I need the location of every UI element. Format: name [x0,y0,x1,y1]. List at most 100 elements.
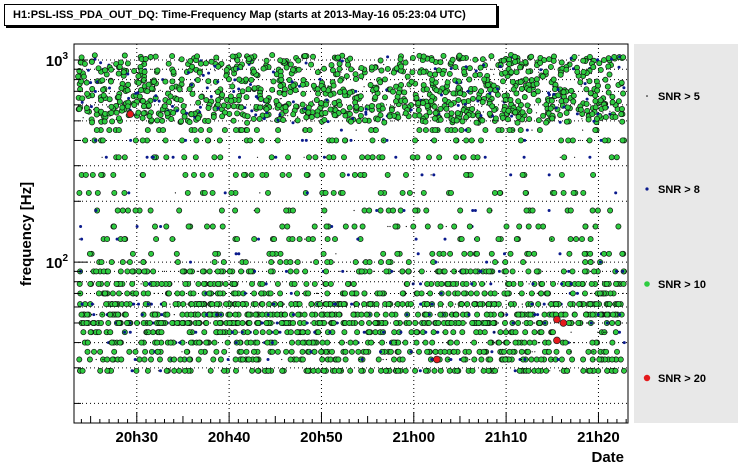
point-snr-8 [536,313,540,317]
point-snr-5 [215,113,217,115]
point-snr-10 [178,56,185,63]
point-snr-10 [142,348,149,355]
point-snr-8 [617,65,621,69]
point-snr-10 [256,115,263,122]
point-snr-10 [483,311,490,318]
point-snr-10 [207,280,214,287]
point-snr-10 [263,57,270,64]
point-snr-10 [448,101,455,108]
point-snr-8 [596,313,600,317]
point-snr-8 [382,330,385,334]
point-snr-10 [135,109,142,116]
point-snr-10 [111,189,118,196]
point-snr-10 [352,259,359,266]
point-snr-5 [588,67,590,69]
point-snr-10 [582,259,589,266]
point-snr-20 [553,336,561,345]
point-snr-10 [316,320,323,326]
point-snr-8 [588,155,592,159]
point-snr-8 [198,105,202,109]
point-snr-10 [300,90,307,97]
point-snr-8 [207,71,211,75]
point-snr-10 [330,82,337,89]
point-snr-10 [239,356,246,363]
point-snr-8 [325,98,329,102]
point-snr-5 [491,209,493,212]
point-snr-10 [455,84,462,91]
point-snr-10 [133,290,140,297]
point-snr-10 [283,64,290,71]
point-snr-8 [375,209,379,212]
point-snr-10 [496,189,503,196]
point-snr-10 [480,367,487,374]
point-snr-10 [184,189,191,196]
point-snr-8 [123,330,127,334]
point-snr-10 [252,301,259,308]
point-snr-10 [308,61,315,68]
point-snr-10 [205,118,212,124]
point-snr-10 [98,320,104,326]
point-snr-10 [460,154,467,161]
point-snr-10 [563,66,570,73]
point-snr-5 [499,70,501,72]
point-snr-10 [543,119,550,126]
point-snr-8 [474,69,478,73]
point-snr-5 [393,303,395,305]
point-snr-10 [466,65,473,72]
point-snr-10 [196,301,203,308]
point-snr-5 [409,88,411,90]
point-snr-10 [89,119,95,126]
point-snr-8 [464,128,468,132]
point-snr-10 [363,348,370,355]
point-snr-10 [461,250,468,257]
point-snr-10 [615,301,622,308]
point-snr-10 [609,320,616,326]
point-snr-8 [531,282,535,286]
point-snr-8 [137,302,140,306]
point-snr-10 [142,280,149,287]
point-snr-10 [342,223,349,230]
point-snr-10 [145,102,152,109]
point-snr-10 [491,189,498,196]
point-snr-5 [507,303,510,305]
point-snr-10 [330,320,337,326]
point-snr-10 [148,85,155,92]
point-snr-5 [317,292,319,294]
point-snr-10 [455,320,462,326]
point-snr-10 [269,52,276,59]
point-snr-10 [311,223,318,230]
point-snr-8 [598,260,602,264]
point-snr-8 [236,67,240,71]
point-snr-8 [385,138,389,142]
point-snr-10 [249,367,256,374]
point-snr-10 [164,311,171,318]
point-snr-10 [85,189,92,196]
point-snr-10 [393,98,399,105]
point-snr-10 [428,98,435,105]
point-snr-10 [366,320,373,326]
point-snr-10 [522,189,529,196]
point-snr-10 [567,236,574,243]
point-snr-8 [360,358,364,361]
point-snr-5 [590,72,592,75]
point-snr-10 [583,86,590,93]
point-snr-10 [597,66,604,73]
point-snr-8 [189,260,192,264]
point-snr-8 [399,330,403,334]
point-snr-10 [495,127,502,134]
point-snr-10 [289,339,295,346]
point-snr-10 [355,348,362,355]
point-snr-10 [377,112,384,119]
point-snr-8 [132,302,136,306]
point-snr-5 [151,68,153,70]
point-snr-8 [621,269,625,273]
point-snr-5 [214,70,216,72]
point-snr-10 [157,356,163,363]
point-snr-5 [476,109,478,111]
point-snr-10 [186,268,193,275]
point-snr-10 [560,268,567,275]
point-snr-10 [296,301,303,308]
point-snr-8 [104,155,108,159]
point-snr-10 [451,223,458,230]
point-snr-10 [367,301,374,308]
